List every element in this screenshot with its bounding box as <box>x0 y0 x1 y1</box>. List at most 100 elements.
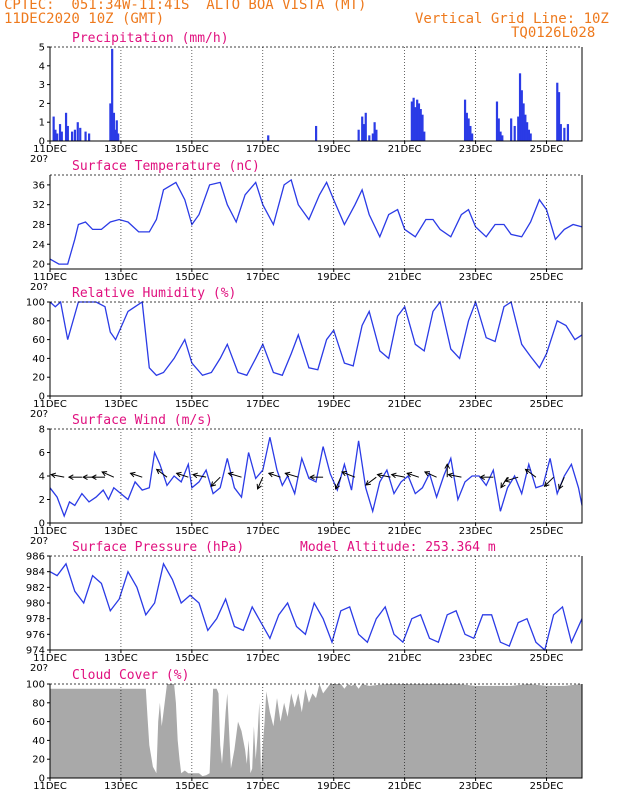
panel-frame <box>49 47 583 142</box>
precip-bar <box>423 131 426 141</box>
wind-arrowhead <box>444 463 451 469</box>
y-tick-label: 0 <box>39 774 45 785</box>
precip-bar <box>73 129 77 141</box>
precip-bar <box>495 101 499 141</box>
precip-bar <box>529 133 532 141</box>
x-tick-label: 13DEC <box>104 272 138 283</box>
y-tick-label: 974 <box>26 646 45 657</box>
y-tick-label: 24 <box>32 240 45 251</box>
y-tick-label: 20 <box>32 755 45 766</box>
precip-bar <box>497 118 500 141</box>
precip-bar <box>520 90 523 141</box>
precip-bar <box>517 116 520 141</box>
x-tick-label: 25DEC <box>530 399 564 410</box>
y-tick-label: 20 <box>32 260 45 271</box>
precip-bar <box>66 125 69 141</box>
precip-bar <box>361 116 364 141</box>
precip-bar <box>364 112 367 141</box>
panel-3: 0 2 4 6 8 11DEC 13DEC 15DEC 17DEC 19DEC 21DEC 23DEC… <box>30 413 583 547</box>
y-tick-label: 3 <box>39 80 45 91</box>
precip-bar <box>112 112 116 141</box>
y-tick-label: 984 <box>26 567 45 578</box>
y-tick-label: 100 <box>26 680 45 691</box>
x-year-label-cut: 20? <box>30 536 48 547</box>
x-tick-label: 11DEC <box>33 399 67 410</box>
x-tick-label: 17DEC <box>246 781 280 792</box>
y-tick-label: 978 <box>26 614 45 625</box>
precip-bar <box>76 122 79 141</box>
precip-bar <box>556 82 559 141</box>
precip-bar <box>84 131 87 141</box>
x-year-label-cut: 20? <box>30 282 48 293</box>
wind-arrowhead <box>341 470 348 477</box>
precip-bar <box>375 129 378 141</box>
cloud-cover-area <box>50 684 582 778</box>
wind-arrowhead <box>504 477 511 483</box>
series-line <box>49 178 583 265</box>
panel-title: Relative Humidity (%) <box>72 286 236 301</box>
precip-bar <box>412 97 415 141</box>
panel-frame <box>49 175 583 270</box>
x-tick-label: 13DEC <box>104 526 138 537</box>
panel-5: 0 20 40 60 80 100 11DEC 13DEC 15DEC 17DEC 19DEC 21D… <box>26 668 583 792</box>
wind-arrowhead <box>90 474 97 481</box>
panel-title: Surface Wind (m/s) <box>72 413 213 428</box>
y-tick-label: 40 <box>32 736 45 747</box>
x-tick-label: 23DEC <box>459 272 493 283</box>
precip-bar <box>109 103 112 141</box>
y-tick-label: 5 <box>39 43 45 54</box>
x-year-label-cut: 20? <box>30 663 48 674</box>
precip-bar <box>111 48 114 141</box>
precip-bar <box>410 101 413 141</box>
precip-bar <box>357 129 360 141</box>
wind-arrowhead <box>376 472 383 479</box>
y-tick-label: 80 <box>32 698 45 709</box>
x-tick-label: 11DEC <box>33 781 67 792</box>
precip-bar <box>522 103 525 141</box>
y-tick-label: 0 <box>39 137 45 148</box>
precip-bar <box>368 135 371 141</box>
precip-bar <box>419 109 422 141</box>
precip-bar <box>64 112 68 141</box>
series-line <box>49 299 583 377</box>
wind-arrowhead <box>155 468 162 475</box>
x-tick-label: 17DEC <box>246 144 280 155</box>
wind-arrowhead <box>227 471 234 478</box>
y-tick-label: 1 <box>39 118 45 129</box>
x-tick-label: 13DEC <box>104 653 138 664</box>
precip-bar <box>117 133 120 141</box>
wind-arrow <box>156 468 168 478</box>
precip-bar <box>471 133 474 141</box>
x-year-label-cut: 20? <box>30 409 48 420</box>
x-tick-label: 19DEC <box>317 526 351 537</box>
x-tick-label: 13DEC <box>104 144 138 155</box>
precip-bar <box>416 99 419 141</box>
y-tick-label: 60 <box>32 717 45 728</box>
wind-arrow <box>406 472 420 478</box>
precip-bar <box>467 118 470 141</box>
precip-bar <box>371 133 374 141</box>
precip-bar <box>373 122 376 141</box>
wind-arrowhead <box>524 468 531 475</box>
x-tick-label: 19DEC <box>317 781 351 792</box>
y-tick-label: 6 <box>39 448 45 459</box>
x-tick-label: 11DEC <box>33 144 67 155</box>
y-tick-label: 20 <box>32 373 45 384</box>
wind-arrow <box>101 471 115 478</box>
wind-arrow <box>377 474 391 478</box>
wind-arrowhead <box>309 474 315 481</box>
precip-bar <box>362 124 366 141</box>
y-tick-label: 36 <box>32 180 45 191</box>
x-tick-label: 25DEC <box>530 653 564 664</box>
y-tick-label: 8 <box>39 425 45 436</box>
panel-1: 20 24 28 32 36 11DEC 13DEC 15DEC 17DEC 19DEC 21DEC… <box>30 159 583 293</box>
y-tick-label: 0 <box>39 519 45 530</box>
panel-title: Surface Temperature (nC) <box>72 159 260 174</box>
x-tick-label: 17DEC <box>246 526 280 537</box>
wind-arrow <box>285 472 299 478</box>
precip-bar <box>513 125 516 141</box>
panel-frame <box>49 556 583 651</box>
x-tick-label: 25DEC <box>530 144 564 155</box>
